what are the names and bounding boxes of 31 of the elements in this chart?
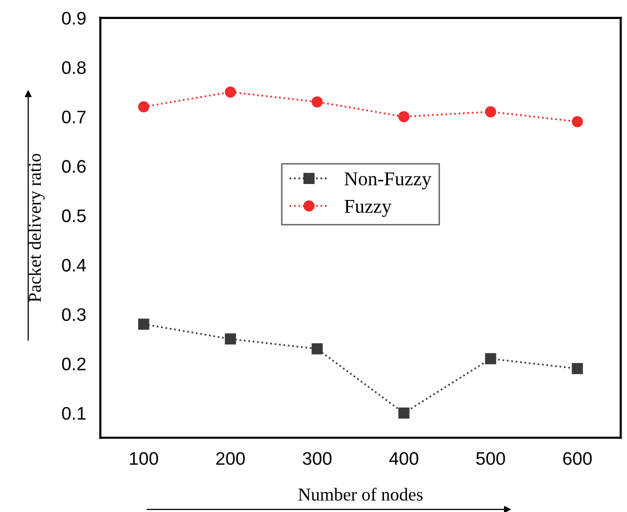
x-tick-label: 300 [302,452,332,465]
point [398,111,410,122]
legend-label: Non-Fuzzy [344,172,432,190]
y-axis-title: Packet delivery ratio [28,154,45,302]
point [312,343,323,354]
point [572,363,583,374]
point [224,333,236,345]
x-tick-label: 400 [389,452,418,465]
point [138,318,150,330]
point [312,96,323,108]
x-tick-label: 100 [130,452,158,465]
point [485,106,496,118]
y-tick-label: 0.9 [62,12,86,25]
y-tick-label: 0.8 [62,61,86,74]
point [572,116,583,128]
x-tick-label: 600 [563,452,592,465]
point [224,86,236,98]
y-tick-label: 0.2 [62,358,86,370]
point [138,101,150,112]
x-tick-label: 500 [476,452,505,465]
legend-label: Fuzzy [344,200,392,217]
y-tick-label: 0.1 [62,407,86,420]
point [398,408,410,419]
y-tick-label: 0.5 [62,209,86,222]
y-tick-label: 0.4 [62,258,86,272]
x-tick-label: 200 [216,452,245,465]
y-tick-label: 0.6 [62,160,86,173]
x-axis-title: Number of nodes [298,488,423,501]
y-tick-label: 0.3 [62,308,86,321]
y-tick-label: 0.7 [62,110,86,124]
point [485,353,496,364]
